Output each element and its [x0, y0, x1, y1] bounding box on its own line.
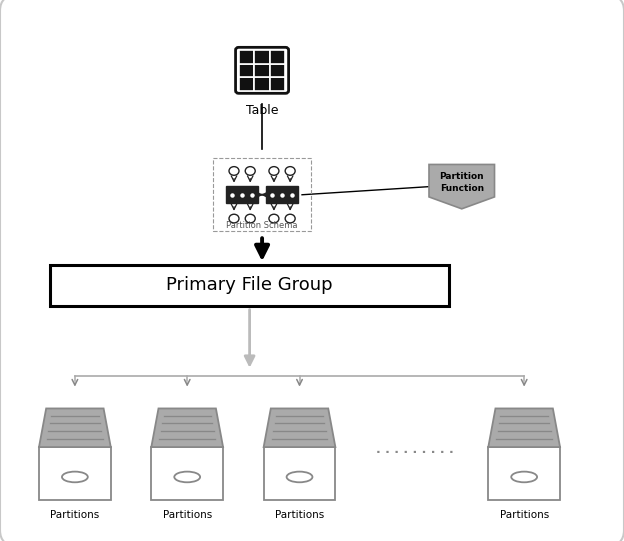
Ellipse shape	[286, 472, 313, 482]
Text: Partitions: Partitions	[275, 510, 324, 520]
Bar	[238, 50, 255, 63]
Bar	[255, 50, 270, 63]
Circle shape	[245, 167, 255, 175]
Polygon shape	[263, 447, 336, 500]
Bar	[226, 186, 258, 203]
Polygon shape	[39, 408, 111, 447]
Circle shape	[229, 167, 239, 175]
Bar	[238, 77, 255, 90]
Ellipse shape	[511, 472, 537, 482]
Circle shape	[269, 167, 279, 175]
Text: Partitions: Partitions	[51, 510, 99, 520]
Text: Partitions: Partitions	[500, 510, 548, 520]
Bar	[255, 77, 270, 90]
Text: Table: Table	[246, 104, 278, 117]
Text: Partition Schema: Partition Schema	[227, 221, 298, 229]
Polygon shape	[151, 408, 223, 447]
Polygon shape	[39, 447, 111, 500]
Polygon shape	[429, 164, 494, 209]
Bar	[270, 77, 286, 90]
Polygon shape	[263, 408, 336, 447]
Polygon shape	[151, 447, 223, 500]
Bar	[270, 63, 286, 77]
Circle shape	[269, 214, 279, 223]
Ellipse shape	[62, 472, 88, 482]
Circle shape	[285, 167, 295, 175]
Bar	[238, 63, 255, 77]
Circle shape	[229, 214, 239, 223]
Polygon shape	[488, 408, 560, 447]
Text: Partitions: Partitions	[163, 510, 212, 520]
Circle shape	[285, 214, 295, 223]
Text: . . . . . . . . .: . . . . . . . . .	[376, 443, 454, 456]
Circle shape	[245, 214, 255, 223]
Bar	[255, 63, 270, 77]
Bar	[266, 186, 298, 203]
Ellipse shape	[174, 472, 200, 482]
Polygon shape	[488, 447, 560, 500]
Text: Partition
Function: Partition Function	[439, 173, 484, 193]
Bar	[50, 265, 449, 306]
Bar	[270, 50, 286, 63]
Text: Primary File Group: Primary File Group	[166, 276, 333, 294]
